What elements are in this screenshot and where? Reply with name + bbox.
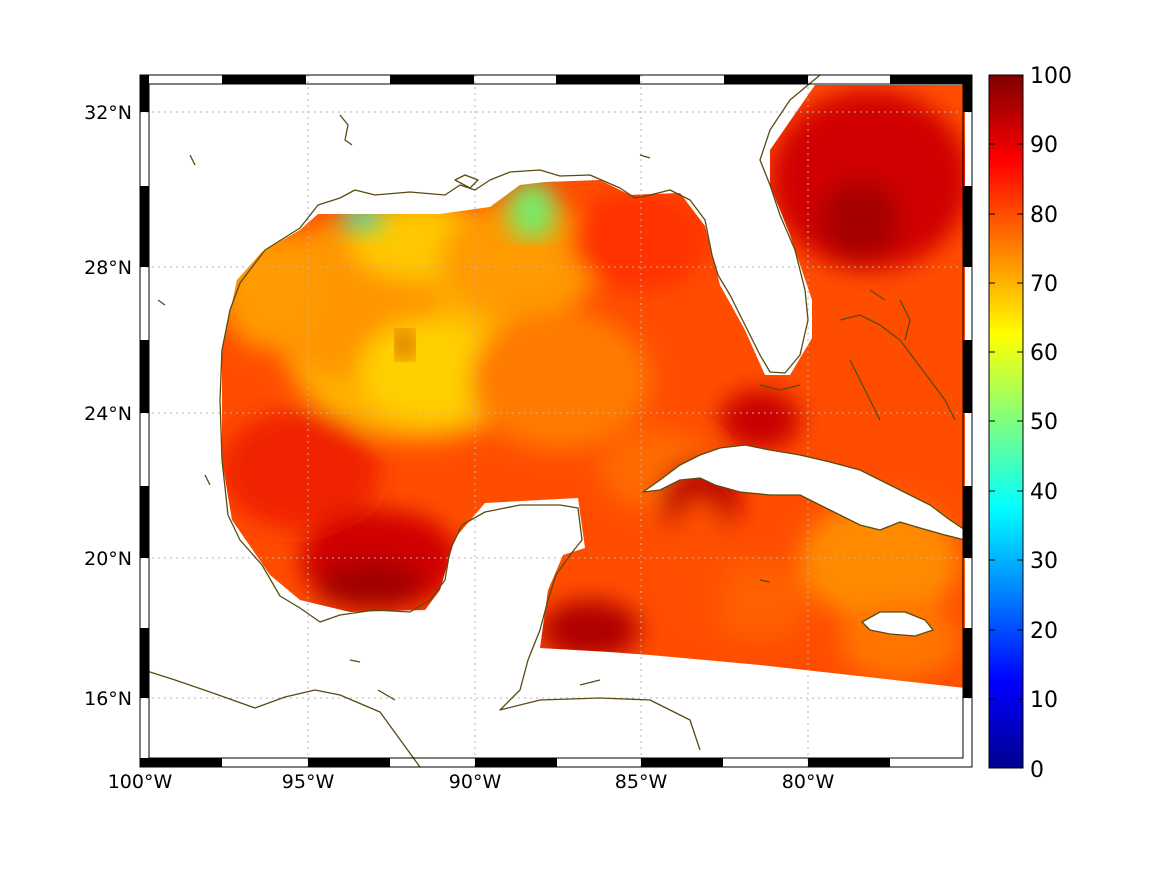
- lon-tick-labels: 100°W 95°W 90°W 85°W 80°W: [108, 771, 835, 793]
- colorbar-tick-label: 20: [1030, 619, 1058, 644]
- colorbar: 0 10 20 30 40 50 60 70 80 90 100: [988, 64, 1072, 783]
- colorbar-tick-label: 0: [1030, 758, 1044, 783]
- colorbar-tick-label: 60: [1030, 341, 1058, 366]
- colorbar-tick-label: 80: [1030, 203, 1058, 228]
- lat-tick-label: 20°N: [84, 548, 132, 570]
- lon-tick-label: 90°W: [449, 771, 502, 793]
- lon-tick-label: 100°W: [108, 771, 173, 793]
- lat-tick-labels: 16°N 20°N 24°N 28°N 32°N: [84, 102, 132, 710]
- graticule: [140, 75, 972, 767]
- map-frame: [139, 74, 973, 768]
- colorbar-tick-label: 30: [1030, 549, 1058, 574]
- lat-tick-label: 32°N: [84, 102, 132, 124]
- colorbar-tick-label: 40: [1030, 480, 1058, 505]
- colorbar-tick-label: 10: [1030, 688, 1058, 713]
- lat-tick-label: 28°N: [84, 257, 132, 279]
- colorbar-tick-label: 70: [1030, 272, 1058, 297]
- lon-tick-label: 80°W: [782, 771, 835, 793]
- lat-tick-label: 24°N: [84, 403, 132, 425]
- lon-tick-label: 85°W: [615, 771, 668, 793]
- lat-tick-label: 16°N: [84, 688, 132, 710]
- lon-tick-label: 95°W: [282, 771, 335, 793]
- colorbar-tick-label: 100: [1030, 64, 1072, 89]
- colorbar-tick-label: 50: [1030, 410, 1058, 435]
- data-field: [222, 85, 965, 688]
- colorbar-tick-label: 90: [1030, 133, 1058, 158]
